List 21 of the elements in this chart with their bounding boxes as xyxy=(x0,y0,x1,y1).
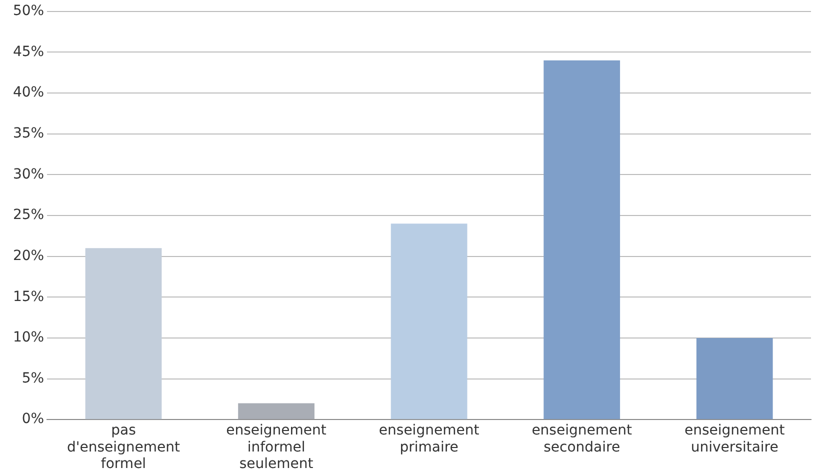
y-tick-label: 15% xyxy=(12,288,44,305)
y-tick-label: 40% xyxy=(12,84,44,101)
x-tick-label: enseignement informel seulement xyxy=(226,422,327,472)
bar xyxy=(696,338,773,420)
bar xyxy=(390,224,468,420)
y-tick-label: 20% xyxy=(12,248,44,264)
y-tick-label: 25% xyxy=(12,207,44,224)
y-tick-label: 35% xyxy=(12,126,44,142)
bar xyxy=(544,60,620,420)
y-tick-label: 50% xyxy=(12,3,44,20)
y-tick-label: 45% xyxy=(12,44,44,60)
x-tick-label: pas d'enseignement formel xyxy=(67,422,181,472)
y-tick-label: 30% xyxy=(12,166,44,182)
x-tick-label: enseignement secondaire xyxy=(532,422,632,456)
y-tick-label: 5% xyxy=(22,370,44,386)
y-tick-label: 0% xyxy=(22,411,44,428)
bar xyxy=(85,248,162,420)
x-tick-label: enseignement primaire xyxy=(378,422,480,456)
y-tick-label: 10% xyxy=(12,330,44,346)
x-tick-label: enseignement universitaire xyxy=(684,422,786,456)
bar xyxy=(238,403,314,420)
